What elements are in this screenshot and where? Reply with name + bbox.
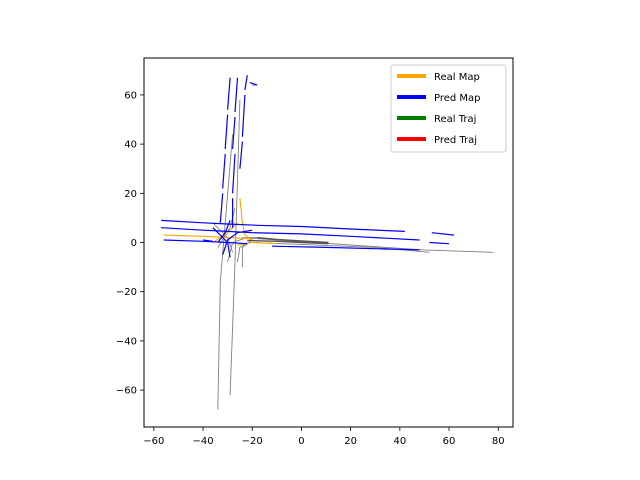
- legend-label-0: Real Map: [434, 72, 480, 83]
- series-line-gray-8: [217, 207, 236, 248]
- x-tick-label: 0: [298, 436, 304, 447]
- series-line-pred-36: [239, 141, 243, 169]
- y-tick-label: 0: [131, 238, 137, 249]
- series-line-real-14: [212, 222, 238, 243]
- series-line-pred-26: [227, 77, 231, 110]
- series-line-pred-32: [232, 153, 236, 194]
- series-line-pred-28: [222, 153, 226, 189]
- legend-label-2: Real Traj: [434, 114, 476, 125]
- y-tick-label: −60: [116, 386, 137, 397]
- series-line-pred-27: [224, 114, 229, 150]
- y-axis: −60 −40 −20 0 20 40 60: [116, 90, 144, 397]
- legend: Real Map Pred Map Real Traj Pred Traj: [390, 64, 507, 153]
- x-axis: −60 −40 −20 0 20 40 60 80: [143, 427, 505, 447]
- x-tick-label: 80: [492, 436, 505, 447]
- legend-label-3: Pred Traj: [434, 135, 477, 146]
- y-tick-label: −40: [116, 336, 137, 347]
- series-group: [161, 75, 494, 410]
- x-tick-label: −60: [143, 436, 164, 447]
- series-line-pred-29: [219, 193, 224, 223]
- y-tick-label: 40: [124, 140, 137, 151]
- series-line-pred-35: [241, 94, 246, 137]
- series-line-pred-20: [163, 239, 248, 245]
- series-line-traj-41: [257, 236, 329, 244]
- series-line-real-15: [237, 241, 277, 246]
- series-line-pred-16: [161, 219, 258, 226]
- series-line-pred-31: [232, 116, 236, 150]
- y-tick-label: 60: [124, 90, 137, 101]
- series-line-real-12: [163, 234, 253, 240]
- series-line-gray-3: [229, 262, 236, 396]
- series-line-pred-21: [271, 245, 420, 251]
- legend-box: [390, 64, 507, 153]
- series-line-pred-25: [222, 229, 253, 255]
- y-tick-label: −20: [116, 287, 137, 298]
- series-line-gray-2: [234, 99, 241, 263]
- series-line-pred-38: [431, 232, 455, 236]
- x-tick-label: −20: [242, 436, 263, 447]
- series-line-gray-11: [241, 239, 253, 268]
- series-line-pred-30: [234, 77, 239, 113]
- series-line-gray-1: [217, 281, 221, 410]
- series-line-pred-24: [217, 220, 231, 243]
- x-tick-label: −40: [192, 436, 213, 447]
- series-line-real-13: [239, 198, 253, 241]
- series-line-gray-0: [219, 134, 234, 282]
- series-line-pred-17: [257, 224, 405, 232]
- series-line-pred-22: [202, 239, 213, 242]
- series-line-gray-6: [252, 242, 430, 253]
- series-line-pred-37: [249, 82, 258, 86]
- series-line-traj-40: [247, 239, 329, 245]
- x-tick-label: 20: [344, 436, 357, 447]
- x-tick-label: 60: [443, 436, 456, 447]
- series-line-pred-34: [244, 75, 248, 91]
- legend-label-1: Pred Map: [434, 93, 481, 104]
- series-line-pred-19: [252, 232, 420, 241]
- series-line-pred-39: [429, 241, 450, 245]
- series-line-gray-9: [227, 237, 258, 263]
- x-tick-label: 40: [393, 436, 406, 447]
- series-line-pred-23: [212, 227, 231, 258]
- y-tick-label: 20: [124, 189, 137, 200]
